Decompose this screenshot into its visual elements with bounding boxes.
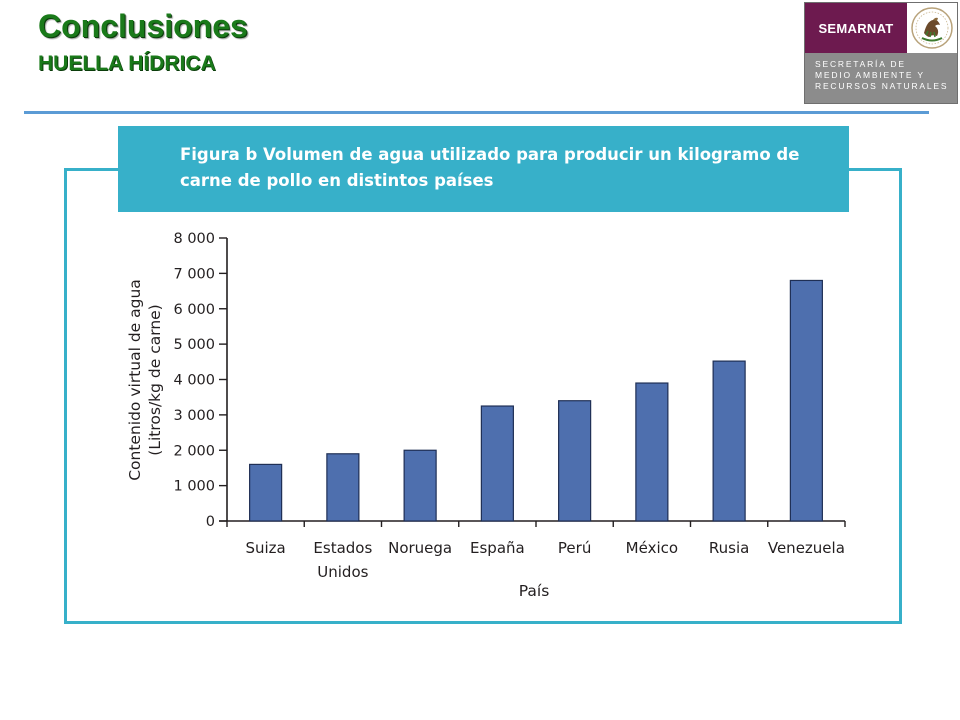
y-tick-label: 5 000	[173, 337, 215, 353]
logo-line: RECURSOS NATURALES	[815, 81, 949, 91]
plot-area: 0 1 000 2 000 3 000 4 000 5 000 6 000 7 000 8 00…	[173, 231, 846, 581]
slide-title: Conclusiones	[38, 8, 248, 44]
bar	[480, 405, 514, 522]
x-tick-label: Unidos	[317, 563, 368, 581]
title-divider	[24, 111, 929, 114]
y-tick-label: 0	[206, 514, 215, 530]
bar	[789, 279, 823, 522]
bar	[326, 453, 360, 522]
x-tick-label: España	[470, 539, 525, 557]
x-axis-title: País	[519, 582, 550, 600]
y-tick-label: 7 000	[173, 266, 215, 282]
figure-title-line: Figura b Volumen de agua utilizado para …	[180, 145, 800, 164]
logo-name: SEMARNAT	[805, 3, 907, 53]
bar	[403, 449, 437, 522]
x-tick-label: Perú	[558, 539, 591, 557]
bar	[635, 382, 669, 522]
x-tick-label: Estados	[313, 539, 372, 557]
bar	[712, 360, 746, 522]
x-tick-label: México	[626, 539, 678, 557]
mexican-coat-of-arms-icon	[907, 3, 957, 53]
figure-title-line: carne de pollo en distintos países	[180, 171, 494, 190]
figure-title: Figura b Volumen de agua utilizado para …	[180, 142, 830, 194]
logo-ministry-text: SECRETARÍA DE MEDIO AMBIENTE Y RECURSOS …	[815, 59, 955, 92]
y-axis-title: Contenido virtual de agua (Litros/kg de …	[126, 279, 164, 481]
y-tick-label: 3 000	[173, 408, 215, 424]
bar	[249, 463, 283, 522]
bar	[558, 400, 592, 522]
y-axis-title-line: (Litros/kg de carne)	[146, 304, 164, 455]
x-tick-label: Noruega	[388, 539, 452, 557]
x-tick-label: Rusia	[709, 539, 749, 557]
y-tick-label: 2 000	[173, 443, 215, 459]
logo-line: MEDIO AMBIENTE Y	[815, 70, 925, 80]
y-tick-label: 6 000	[173, 302, 215, 318]
semarnat-logo: SEMARNAT SECRETARÍA DE MEDIO AMBIENTE Y …	[804, 2, 958, 104]
y-axis-title-line: Contenido virtual de agua	[126, 279, 144, 481]
y-tick-label: 8 000	[173, 231, 215, 247]
figure-header: Figura b Volumen de agua utilizado para …	[118, 126, 849, 212]
y-tick-label: 4 000	[173, 373, 215, 389]
x-tick-label: Suiza	[245, 539, 285, 557]
logo-top-band: SEMARNAT	[805, 3, 957, 53]
y-tick-label: 1 000	[173, 479, 215, 495]
slide-subtitle: HUELLA HÍDRICA	[38, 52, 216, 75]
x-tick-label: Venezuela	[768, 539, 845, 557]
logo-line: SECRETARÍA DE	[815, 59, 906, 69]
